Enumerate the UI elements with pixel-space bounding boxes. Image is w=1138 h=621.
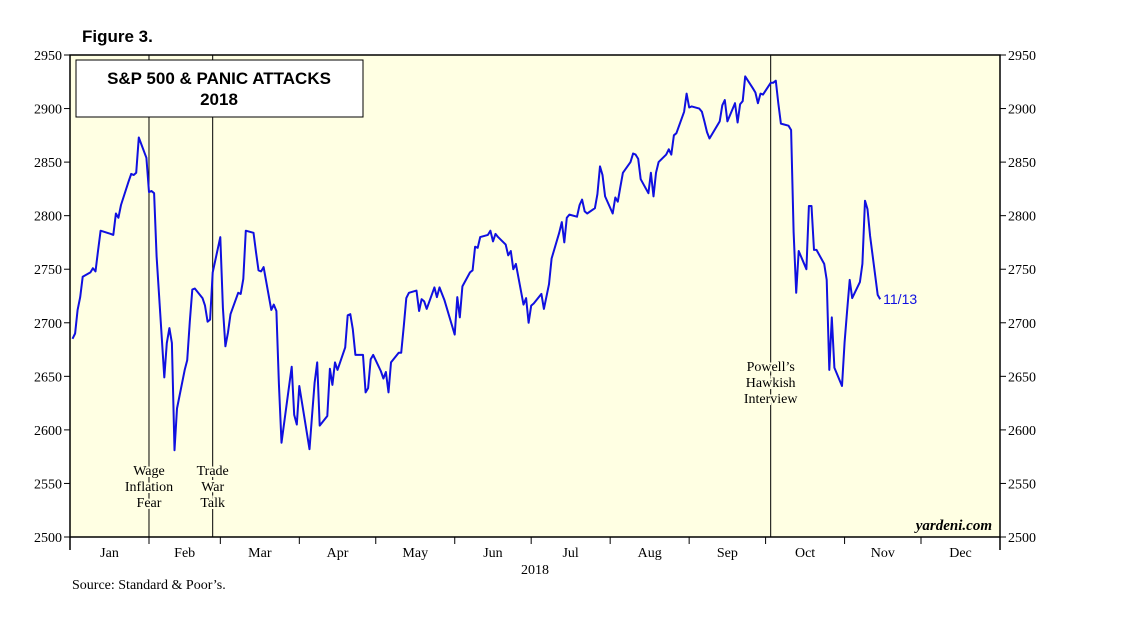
yardeni-credit: yardeni.com	[914, 518, 992, 534]
y-tick-label-left: 2650	[34, 370, 62, 385]
end-date-label: 11/13	[883, 291, 917, 307]
annotation-lines	[148, 55, 772, 537]
y-tick-label-right: 2850	[1008, 156, 1036, 171]
y-tick-label-right: 2900	[1008, 103, 1036, 118]
plot-background	[70, 55, 1000, 537]
y-tick-label-left: 2600	[34, 424, 62, 439]
y-tick-label-left: 2700	[34, 317, 62, 332]
chart-title: S&P 500 & PANIC ATTACKS	[107, 69, 331, 88]
x-axis-title: 2018	[521, 563, 549, 578]
figure-label: Figure 3.	[82, 27, 153, 46]
y-tick-label-left: 2900	[34, 103, 62, 118]
y-tick-label-right: 2700	[1008, 317, 1036, 332]
plot-frame	[69, 54, 1001, 538]
y-tick-label-right: 2800	[1008, 210, 1036, 225]
y-tick-label-right: 2950	[1008, 49, 1036, 64]
y-tick-label-left: 2550	[34, 477, 62, 492]
x-tick-label: Nov	[871, 546, 895, 561]
y-tick-label-left: 2800	[34, 210, 62, 225]
y-tick-label-right: 2500	[1008, 531, 1036, 546]
x-tick-label: Mar	[248, 546, 272, 561]
x-tick-label: Oct	[795, 546, 815, 561]
y-tick-label-right: 2650	[1008, 370, 1036, 385]
x-tick-label: Jun	[483, 546, 502, 561]
y-axis-right: 2500 2550 2600 2650 2700 2750 2800 2850 2900 2950	[1000, 49, 1036, 546]
annotation-label: Hawkish	[746, 376, 796, 391]
annotation-label: Fear	[137, 496, 162, 511]
chart-subtitle: 2018	[200, 90, 238, 109]
annotation-label: Wage	[133, 464, 165, 479]
y-tick-label-left: 2750	[34, 263, 62, 278]
x-axis: Jan Feb Mar Apr May Jun Jul Aug Sep Oct Nov Dec	[69, 537, 1001, 561]
y-axis-left: 2500 2550 2600 2650 2700 2750 2800 2850 2900 2950	[34, 49, 70, 546]
x-tick-label: Apr	[327, 546, 349, 561]
x-tick-label: Feb	[174, 546, 195, 561]
x-tick-label: Jan	[100, 546, 119, 561]
title-box-frame	[75, 59, 364, 118]
source-note: Source: Standard & Poor’s.	[72, 578, 226, 593]
sp500-series-line	[71, 75, 882, 452]
x-tick-label: May	[402, 546, 428, 561]
x-tick-label: Aug	[638, 546, 662, 561]
annotation-label: Powell’s	[747, 360, 795, 375]
y-tick-label-left: 2950	[34, 49, 62, 64]
x-tick-label: Sep	[717, 546, 738, 561]
y-tick-label-left: 2500	[34, 531, 62, 546]
chart-title-box: S&P 500 & PANIC ATTACKS 2018	[75, 59, 364, 118]
annotation-label: War	[201, 480, 224, 495]
y-tick-label-left: 2850	[34, 156, 62, 171]
annotation-label: Inflation	[125, 480, 173, 495]
annotation-label: Trade	[197, 464, 229, 479]
y-tick-label-right: 2550	[1008, 477, 1036, 492]
x-tick-label: Dec	[949, 546, 972, 561]
x-tick-label: Jul	[562, 546, 578, 561]
y-tick-label-right: 2750	[1008, 263, 1036, 278]
annotation-label: Interview	[744, 392, 799, 407]
y-tick-label-right: 2600	[1008, 424, 1036, 439]
annotation-label: Talk	[200, 496, 225, 511]
